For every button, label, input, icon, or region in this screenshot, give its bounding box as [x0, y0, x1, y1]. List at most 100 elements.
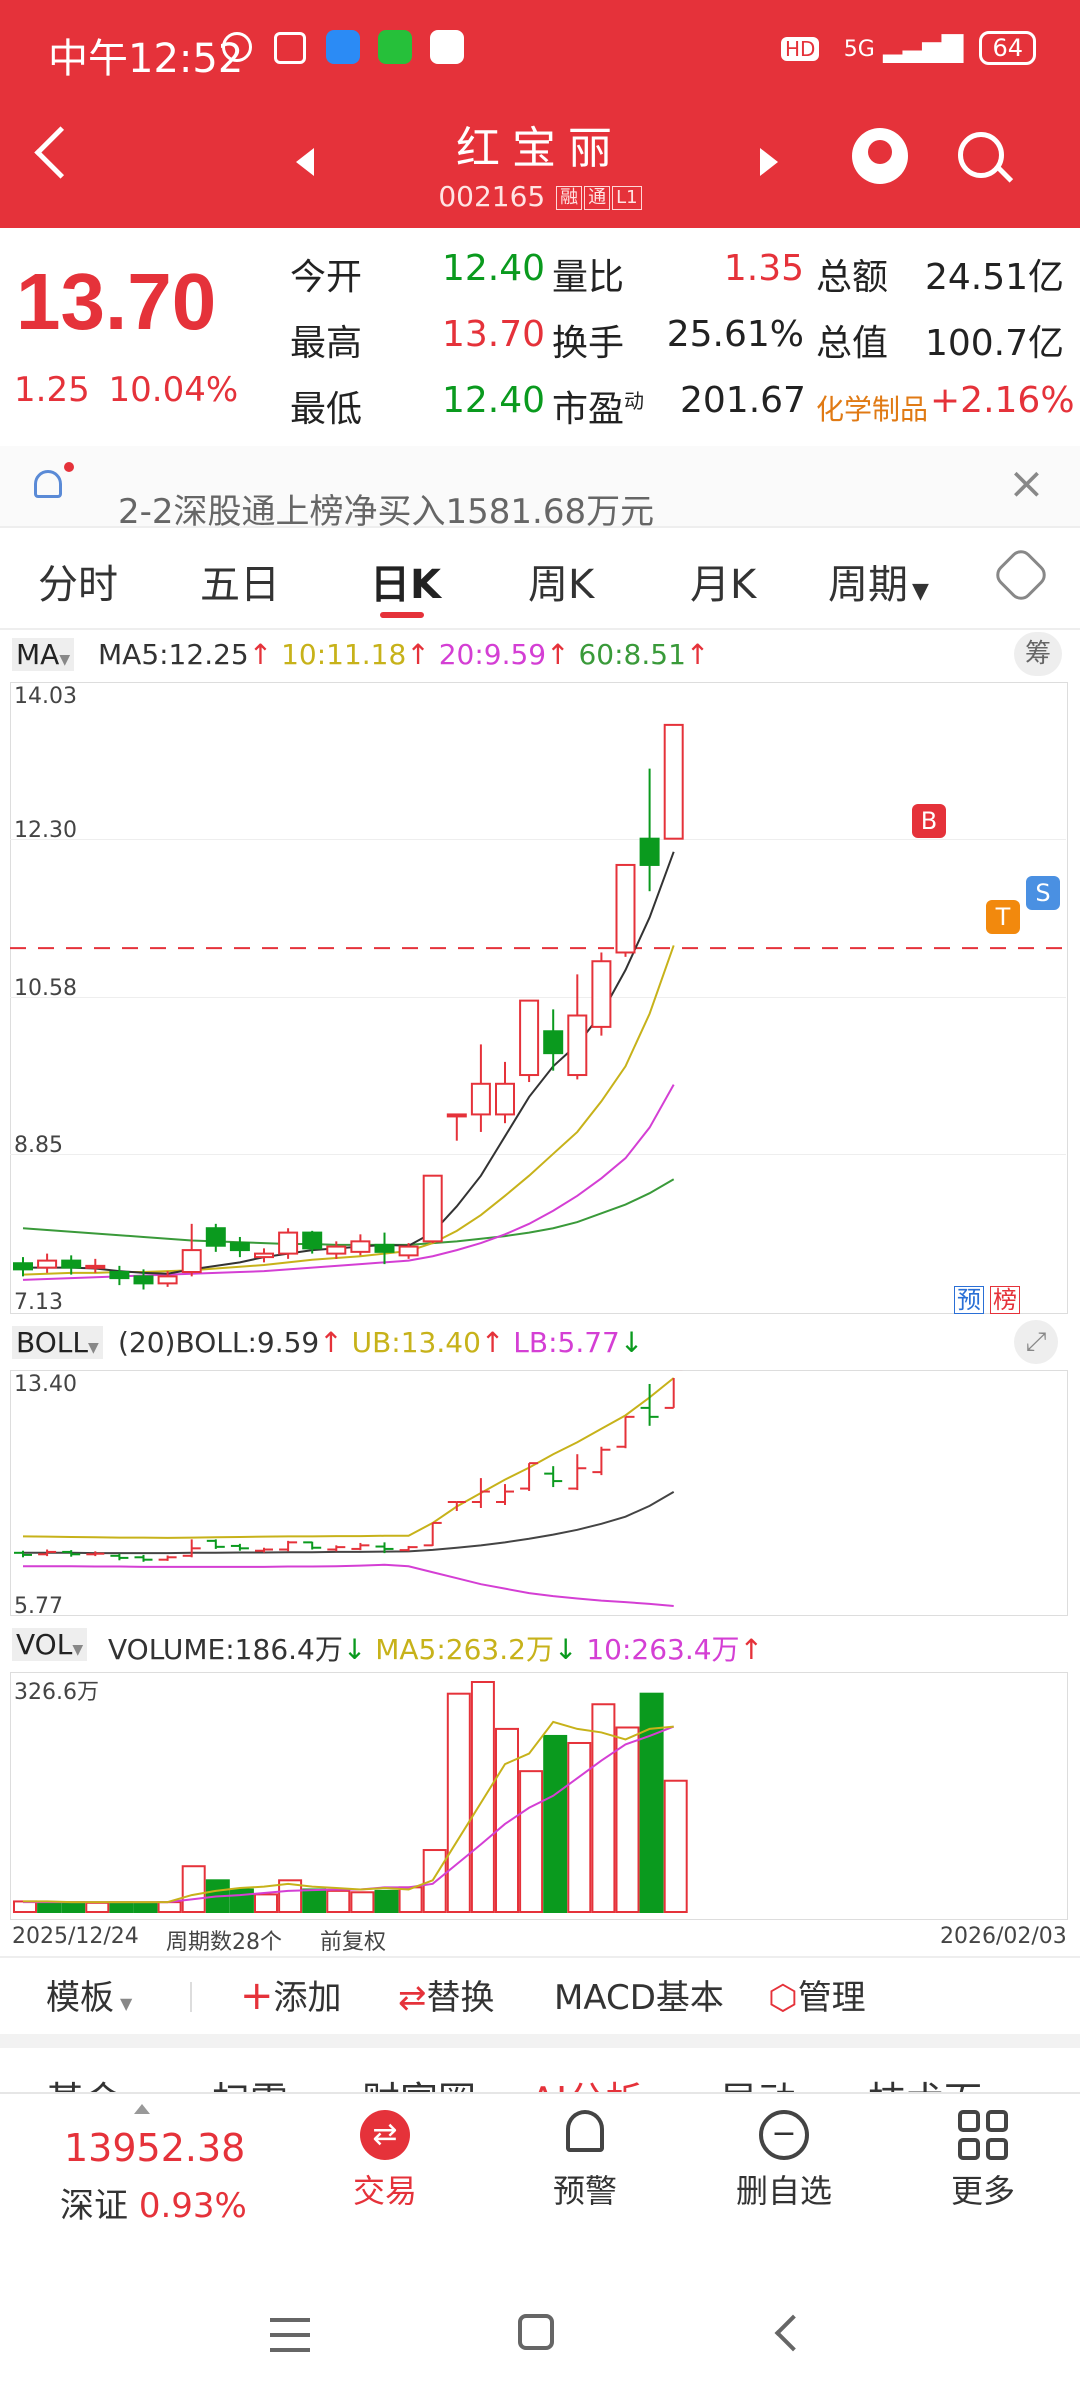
kline-grid-line [10, 1154, 1066, 1155]
arrow-up-icon: ↑ [685, 638, 710, 671]
quote-label-marketcap: 总值 [816, 323, 889, 364]
subtab-wealth[interactable]: 财富圈 [362, 2070, 476, 2092]
boll-selector[interactable]: BOLL▼ [12, 1326, 103, 1359]
boll-panel[interactable] [10, 1370, 1068, 1616]
add-button[interactable]: +添加 [240, 1970, 342, 2019]
system-home-icon[interactable] [518, 2314, 554, 2350]
vol-panel[interactable] [10, 1672, 1068, 1920]
system-back-icon[interactable] [774, 2314, 812, 2352]
kline-chart[interactable] [10, 682, 1066, 1312]
tag-level: L1 [612, 186, 642, 210]
kline-grid-line [10, 997, 1066, 998]
prev-stock-icon[interactable] [296, 148, 314, 176]
arrow-down-icon: ↓ [619, 1326, 644, 1359]
boll-mid-line [23, 1490, 675, 1555]
more-button[interactable]: 更多 [928, 2110, 1038, 2212]
divider [0, 2034, 1080, 2048]
template-button[interactable]: 模板 ▼ [46, 1970, 132, 2019]
volume-bar [495, 1727, 519, 1913]
tab-weekly-k[interactable]: 周K [528, 562, 595, 608]
macd-button[interactable]: MACD基本 [554, 1978, 724, 2018]
forecast-badge[interactable]: 预 [954, 1286, 984, 1314]
sector-name[interactable]: 化学制品 [816, 393, 929, 426]
candle-body [470, 1082, 491, 1116]
volume-bar [61, 1901, 86, 1913]
subtab-fund[interactable]: 基金 [46, 2070, 122, 2092]
tab-daily-k[interactable]: 日K [370, 562, 441, 608]
candle-body [85, 1264, 106, 1269]
tab-intraday[interactable]: 分时 [38, 562, 118, 608]
trade-icon: ⇄ [360, 2110, 410, 2160]
candle-body [205, 1227, 226, 1247]
candle-body [519, 999, 540, 1077]
plus-icon: + [240, 1973, 274, 2019]
remove-label: 删自选 [735, 2172, 832, 2210]
boll-period: (20) [118, 1326, 176, 1359]
mascot-icon[interactable] [852, 128, 908, 184]
index-widget[interactable]: 13952.38 深证 0.93% [0, 2094, 270, 2244]
volume-bar [133, 1901, 158, 1914]
kline-level-top: 14.03 [14, 684, 77, 709]
replace-button[interactable]: ⇄替换 [398, 1970, 495, 2019]
notice-bar[interactable] [0, 446, 1080, 526]
quote-label-turnover: 换手 [552, 323, 625, 364]
news-app-icon [430, 30, 464, 64]
trade-button[interactable]: ⇄ 交易 [330, 2110, 440, 2212]
index-percent: 0.93% [138, 2186, 247, 2226]
tab-period[interactable]: 周期 ▼ [828, 552, 929, 610]
ma10-value: 10:11.18 [281, 638, 407, 671]
arrow-up-icon: ↑ [739, 1633, 764, 1666]
notice-text[interactable]: 2-2深股通上榜净买入1581.68万元 [118, 492, 655, 532]
index-info: 深证 0.93% [60, 2178, 247, 2227]
volume-chart[interactable] [10, 1672, 1066, 1918]
quote-label-amount: 总额 [816, 257, 889, 298]
wechat-icon [378, 30, 412, 64]
divider [0, 628, 1080, 630]
boll-chart[interactable] [10, 1370, 1066, 1614]
caret-down-icon: ▼ [87, 1340, 99, 1356]
alert-button[interactable]: 预警 [530, 2110, 640, 2212]
settings-icon[interactable] [991, 545, 1051, 605]
candle-body [326, 1245, 347, 1255]
tab-monthly-k[interactable]: 月K [690, 562, 757, 608]
volume-bar [109, 1901, 134, 1913]
close-icon[interactable]: × [1008, 458, 1045, 509]
expand-icon[interactable]: ⤢ [1014, 1320, 1058, 1364]
candle-body [639, 837, 660, 866]
xaxis-count: 周期数28个 [166, 1930, 282, 1955]
quote-value-amount: 24.51亿 [924, 257, 1064, 298]
notice-dot [64, 462, 74, 472]
caret-down-icon: ▼ [72, 1642, 84, 1658]
candle-body [495, 1082, 515, 1116]
search-icon[interactable] [958, 132, 1004, 178]
volume-bar [302, 1888, 327, 1913]
volume-bar [470, 1681, 495, 1913]
sell-marker[interactable]: S [1026, 876, 1060, 910]
rank-badge[interactable]: 榜 [990, 1286, 1020, 1314]
subtab-technical[interactable]: 技术面 [868, 2070, 982, 2092]
manage-label: 管理 [797, 1978, 866, 2018]
ma60-line [22, 1178, 675, 1246]
subtab-ai[interactable]: AI分析 [530, 2070, 643, 2092]
quote-value-open: 12.40 [442, 248, 546, 289]
price-change: 1.25 10.04% [14, 370, 238, 410]
buy-marker[interactable]: B [912, 804, 946, 838]
t-marker[interactable]: T [986, 900, 1020, 934]
system-menu-icon[interactable] [270, 2318, 310, 2352]
next-stock-icon[interactable] [760, 148, 778, 176]
sector-change[interactable]: +2.16% [930, 380, 1075, 421]
candle-body [446, 1113, 467, 1118]
chip-button[interactable]: 筹 [1014, 632, 1062, 676]
kline-level-bottom: 7.13 [14, 1290, 63, 1315]
remove-watchlist-button[interactable]: − 删自选 [722, 2110, 846, 2212]
vol-selector[interactable]: VOL▼ [12, 1628, 88, 1661]
hd-badge: HD [781, 37, 820, 61]
subtab-risk[interactable]: 扫雷 [212, 2070, 288, 2092]
tab-five-day[interactable]: 五日 [200, 562, 280, 608]
ma-selector[interactable]: MA▼ [12, 638, 75, 671]
subtab-anomaly[interactable]: 异动 [720, 2070, 796, 2092]
kline-panel[interactable] [10, 682, 1068, 1314]
candle-body [61, 1259, 82, 1269]
manage-button[interactable]: ⬡管理 [768, 1970, 866, 2019]
arrow-down-icon: ↓ [553, 1633, 578, 1666]
